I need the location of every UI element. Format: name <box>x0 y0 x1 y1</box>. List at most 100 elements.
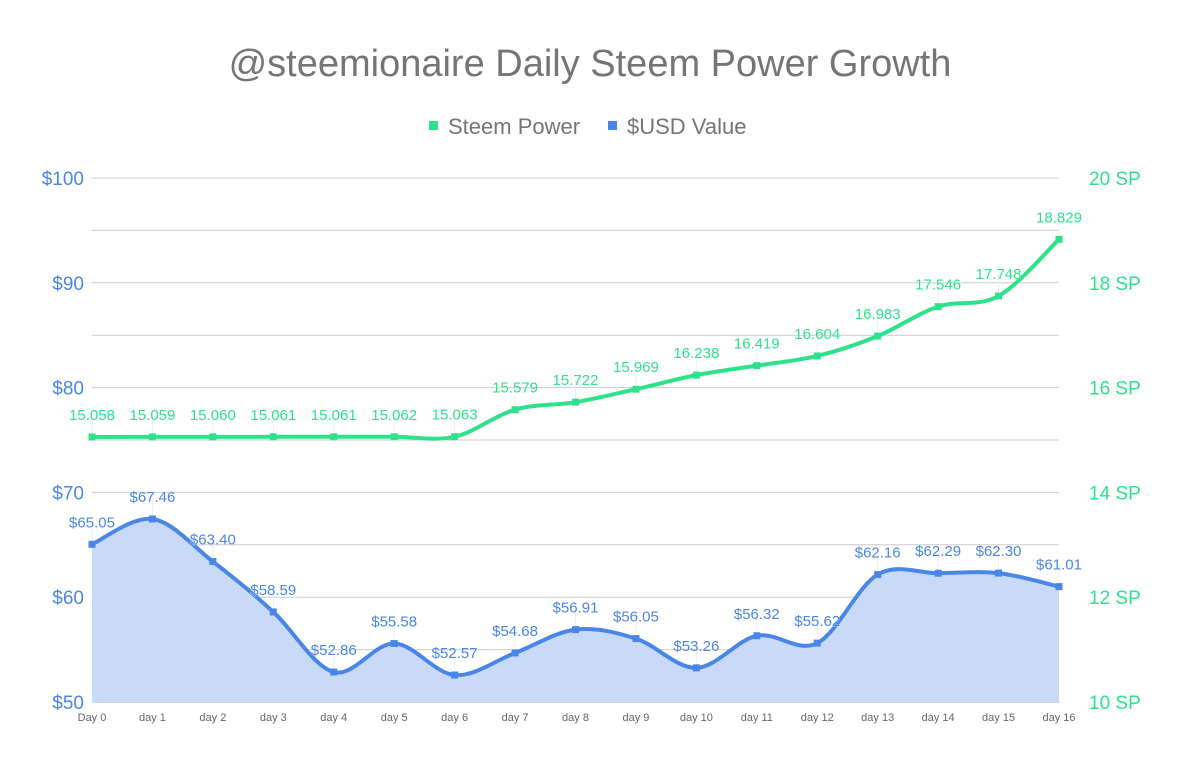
point-usd-value[interactable] <box>451 671 459 679</box>
data-label-usd-value: $63.40 <box>190 532 236 549</box>
point-usd-value[interactable] <box>632 635 640 643</box>
line-steem-power <box>91 237 1061 441</box>
data-label-usd-value: $56.05 <box>613 609 659 626</box>
point-usd-value[interactable] <box>148 515 156 523</box>
data-label-usd-value: $55.62 <box>794 613 840 630</box>
data-label-usd-value: $65.05 <box>69 514 115 531</box>
point-steem-power[interactable] <box>995 292 1003 300</box>
point-usd-value[interactable] <box>1055 583 1063 591</box>
x-axis-tick-label: day 12 <box>801 712 834 724</box>
x-axis-tick-label: day 7 <box>502 712 529 724</box>
data-label-steem-power: 16.983 <box>855 306 901 323</box>
point-usd-value[interactable] <box>874 571 882 579</box>
legend-label-usd-value: $USD Value <box>627 114 746 139</box>
point-usd-value[interactable] <box>511 649 519 657</box>
x-axis-tick-label: Day 0 <box>78 712 107 724</box>
left-axis-tick-label: $80 <box>52 379 84 400</box>
point-usd-value[interactable] <box>572 626 579 634</box>
point-usd-value[interactable] <box>995 569 1003 577</box>
point-steem-power[interactable] <box>148 433 156 441</box>
right-axis-tick-label: 12 SP <box>1089 588 1141 609</box>
data-label-steem-power: 16.238 <box>673 345 719 362</box>
x-axis-tick-label: day 6 <box>441 712 468 724</box>
point-steem-power[interactable] <box>511 406 519 414</box>
data-label-usd-value: $62.30 <box>976 543 1022 560</box>
data-label-steem-power: 18.829 <box>1036 209 1082 226</box>
data-label-steem-power: 16.419 <box>734 336 780 353</box>
point-usd-value[interactable] <box>753 632 761 640</box>
point-steem-power[interactable] <box>934 303 942 311</box>
legend-label-steem-power: Steem Power <box>448 114 580 139</box>
data-label-steem-power: 15.722 <box>553 372 599 389</box>
left-axis-tick-label: $90 <box>52 274 84 295</box>
right-axis-tick-label: 20 SP <box>1089 169 1141 190</box>
point-usd-value[interactable] <box>88 540 96 548</box>
data-label-usd-value: $58.59 <box>250 582 296 599</box>
data-label-usd-value: $53.26 <box>673 638 719 655</box>
legend-swatch-steem-power <box>429 121 438 130</box>
data-label-steem-power: 15.059 <box>129 407 175 424</box>
data-label-usd-value: $67.46 <box>129 489 175 506</box>
x-axis-tick-label: day 14 <box>922 712 955 724</box>
x-axis-tick-label: day 15 <box>982 712 1015 724</box>
point-steem-power[interactable] <box>813 352 821 360</box>
x-axis-tick-label: day 5 <box>381 712 408 724</box>
data-label-usd-value: $62.16 <box>855 545 901 562</box>
data-label-usd-value: $56.32 <box>734 606 780 623</box>
point-steem-power[interactable] <box>692 371 700 379</box>
data-label-steem-power: 16.604 <box>794 326 840 343</box>
point-steem-power[interactable] <box>88 433 96 441</box>
point-usd-value[interactable] <box>934 569 942 577</box>
data-label-steem-power: 15.061 <box>311 407 357 424</box>
data-label-usd-value: $54.68 <box>492 623 538 640</box>
data-label-usd-value: $52.57 <box>432 645 478 662</box>
legend-swatch-usd-value <box>608 121 617 130</box>
left-axis-tick-label: $70 <box>52 483 84 504</box>
data-label-usd-value: $55.58 <box>371 614 417 631</box>
x-axis-tick-label: day 10 <box>680 712 713 724</box>
point-steem-power[interactable] <box>632 385 640 393</box>
point-usd-value[interactable] <box>330 668 338 676</box>
data-label-usd-value: $61.01 <box>1036 557 1082 574</box>
legend: Steem Power $USD Value <box>429 114 746 139</box>
data-label-steem-power: 17.748 <box>976 266 1022 283</box>
x-axis-tick-label: day 2 <box>199 712 226 724</box>
x-axis-tick-label: day 16 <box>1042 712 1075 724</box>
right-axis-tick-label: 10 SP <box>1089 693 1141 714</box>
data-label-steem-power: 15.969 <box>613 359 659 376</box>
x-axis-tick-label: day 8 <box>562 712 589 724</box>
right-axis-tick-label: 16 SP <box>1089 379 1141 400</box>
point-usd-value[interactable] <box>390 640 398 648</box>
x-axis-tick-label: day 1 <box>139 712 166 724</box>
data-label-steem-power: 15.060 <box>190 407 236 424</box>
right-axis-tick-label: 14 SP <box>1089 483 1141 504</box>
data-label-steem-power: 17.546 <box>915 277 961 294</box>
point-steem-power[interactable] <box>390 433 398 441</box>
chart-title: @steemionaire Daily Steem Power Growth <box>229 43 952 85</box>
left-axis-tick-label: $50 <box>52 693 84 714</box>
x-axis-tick-label: day 3 <box>260 712 287 724</box>
right-axis-tick-label: 18 SP <box>1089 274 1141 295</box>
data-label-usd-value: $56.91 <box>553 600 599 617</box>
point-usd-value[interactable] <box>813 639 821 647</box>
point-usd-value[interactable] <box>269 608 277 616</box>
data-label-steem-power: 15.579 <box>492 380 538 397</box>
data-label-usd-value: $52.86 <box>311 642 357 659</box>
point-steem-power[interactable] <box>209 433 217 441</box>
point-steem-power[interactable] <box>753 362 761 370</box>
x-axis-tick-label: day 11 <box>741 712 773 724</box>
data-label-steem-power: 15.061 <box>250 407 296 424</box>
point-usd-value[interactable] <box>209 558 217 566</box>
point-steem-power[interactable] <box>269 433 277 441</box>
area-usd-value <box>92 518 1059 702</box>
point-steem-power[interactable] <box>451 433 459 441</box>
x-axis-tick-label: day 4 <box>320 712 347 724</box>
point-steem-power[interactable] <box>874 332 882 340</box>
point-steem-power[interactable] <box>572 398 579 406</box>
point-usd-value[interactable] <box>692 664 700 672</box>
data-label-steem-power: 15.062 <box>371 407 417 424</box>
point-steem-power[interactable] <box>330 433 338 441</box>
point-steem-power[interactable] <box>1055 235 1063 243</box>
